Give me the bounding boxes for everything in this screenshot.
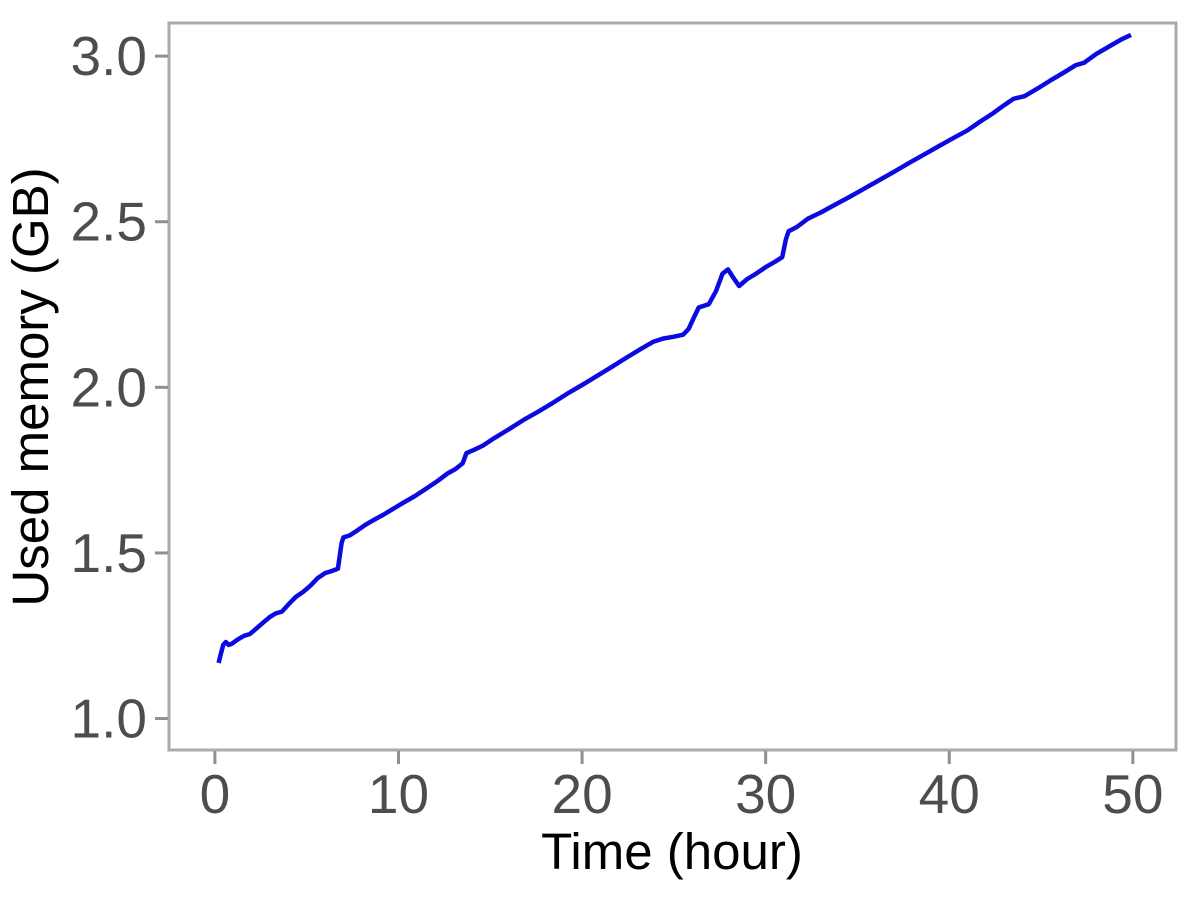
x-tick-label: 50 <box>1102 763 1163 825</box>
x-tick-label: 30 <box>735 763 796 825</box>
plot-panel <box>167 21 1178 752</box>
axis-tick-labels: 0 10 20 30 40 50 1.0 1.5 2.0 2.5 3.0 <box>71 25 1164 825</box>
x-tick-label: 10 <box>368 763 429 825</box>
y-tick-label: 2.5 <box>71 191 147 253</box>
panel-border <box>167 21 1178 752</box>
y-tick-label: 1.0 <box>71 688 147 750</box>
memory-line-series <box>216 32 1132 664</box>
x-tick-label: 0 <box>200 763 231 825</box>
y-tick-label: 1.5 <box>71 522 147 584</box>
x-axis-title: Time (hour) <box>541 823 803 880</box>
axis-ticks <box>155 54 1135 764</box>
y-axis-title: Used memory (GB) <box>2 167 59 606</box>
x-tick-label: 20 <box>551 763 612 825</box>
y-tick-label: 2.0 <box>71 356 147 418</box>
y-tick-label: 3.0 <box>71 25 147 87</box>
x-tick-label: 40 <box>919 763 980 825</box>
data-series <box>216 32 1132 664</box>
